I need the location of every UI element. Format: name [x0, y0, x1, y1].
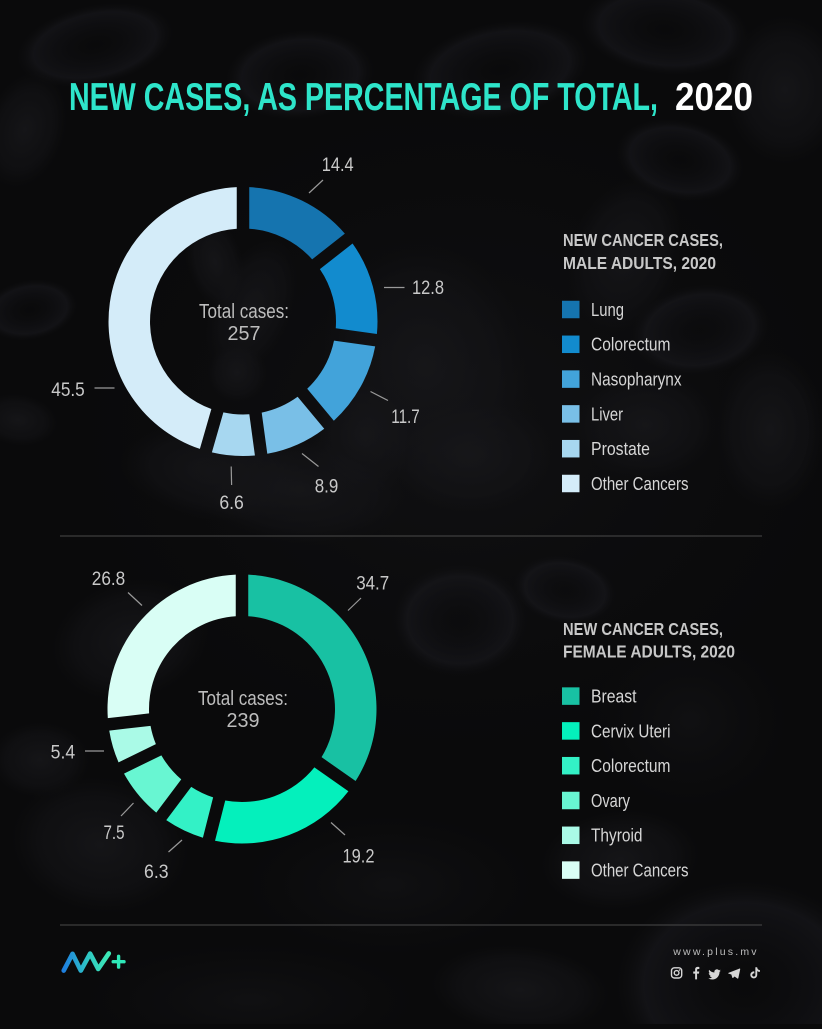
svg-text:12.8: 12.8	[412, 278, 444, 299]
svg-text:7.5: 7.5	[104, 823, 125, 844]
svg-text:Liver: Liver	[591, 404, 623, 424]
svg-text:34.7: 34.7	[356, 574, 389, 595]
svg-text:Nasopharynx: Nasopharynx	[591, 370, 682, 390]
svg-text:Ovary: Ovary	[591, 791, 630, 811]
svg-text:8.9: 8.9	[315, 477, 339, 498]
svg-text:Cervix Uteri: Cervix Uteri	[591, 721, 671, 741]
svg-text:www.plus.mv: www.plus.mv	[672, 946, 758, 958]
svg-text:5.4: 5.4	[51, 743, 76, 764]
svg-text:NEW CASES, AS PERCENTAGE OF TO: NEW CASES, AS PERCENTAGE OF TOTAL,	[69, 76, 658, 119]
svg-text:FEMALE ADULTS, 2020: FEMALE ADULTS, 2020	[563, 642, 735, 662]
svg-text:Thyroid: Thyroid	[591, 826, 643, 846]
svg-text:Breast: Breast	[591, 687, 637, 707]
svg-text:6.6: 6.6	[219, 493, 244, 514]
svg-text:Colorectum: Colorectum	[591, 756, 671, 776]
svg-text:19.2: 19.2	[343, 847, 375, 868]
svg-text:14.4: 14.4	[322, 155, 354, 176]
svg-text:6.3: 6.3	[144, 862, 169, 883]
svg-text:239: 239	[227, 710, 260, 732]
svg-text:Lung: Lung	[591, 300, 624, 320]
svg-text:Total cases:: Total cases:	[198, 688, 288, 710]
svg-text:Colorectum: Colorectum	[591, 335, 671, 355]
svg-text:26.8: 26.8	[92, 569, 126, 590]
svg-text:NEW CANCER CASES,: NEW CANCER CASES,	[563, 230, 723, 250]
svg-text:NEW CANCER CASES,: NEW CANCER CASES,	[563, 619, 723, 639]
svg-text:MALE ADULTS, 2020: MALE ADULTS, 2020	[563, 253, 716, 273]
svg-text:11.7: 11.7	[391, 407, 420, 428]
svg-text:Prostate: Prostate	[591, 439, 650, 459]
svg-text:257: 257	[228, 323, 261, 345]
svg-text:Other Cancers: Other Cancers	[591, 474, 689, 494]
svg-text:Total cases:: Total cases:	[199, 301, 289, 323]
svg-text:45.5: 45.5	[51, 380, 85, 401]
svg-text:Other Cancers: Other Cancers	[591, 861, 689, 881]
svg-text:2020: 2020	[675, 76, 753, 119]
